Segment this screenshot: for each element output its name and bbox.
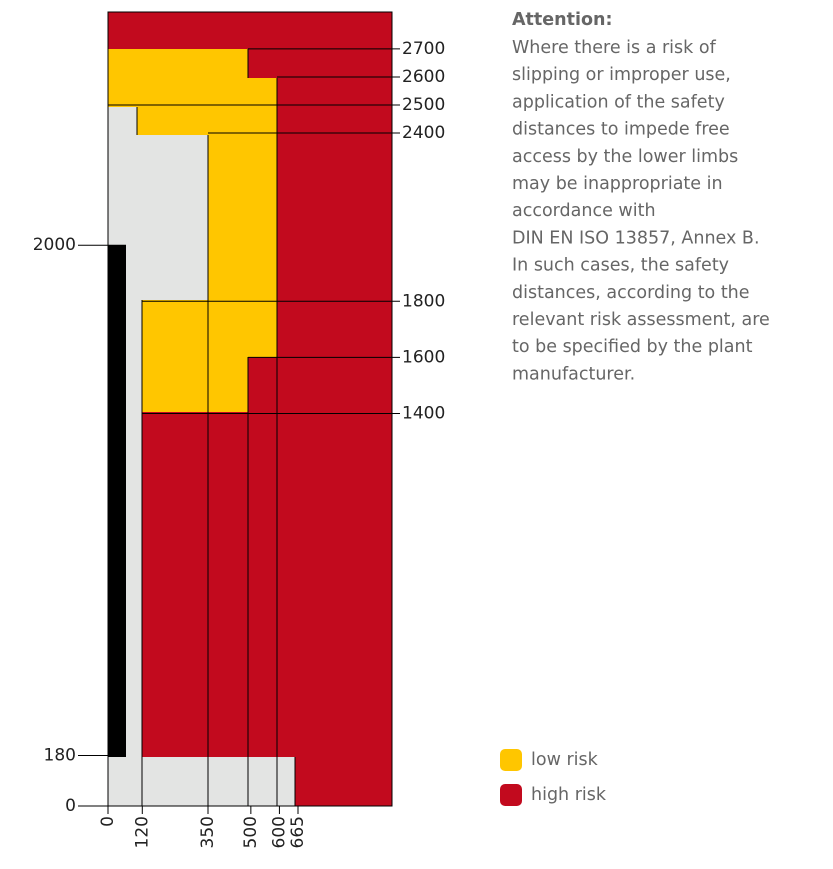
tick-label: 1600 <box>402 347 445 367</box>
tick-label: 1800 <box>402 291 445 311</box>
tick-label: 500 <box>241 816 261 848</box>
attention-line: relevant risk assessment, are <box>512 310 770 330</box>
tick-label: 2000 <box>33 235 76 255</box>
high-risk-zone <box>142 49 392 806</box>
attention-line: distances to impede free <box>512 120 730 140</box>
tick-label: 0 <box>98 816 118 827</box>
tick-label: 2400 <box>402 123 445 143</box>
attention-line: Where there is a risk of <box>512 38 717 58</box>
barrier <box>108 245 126 757</box>
tick-label: 180 <box>44 746 76 766</box>
attention-line: DIN EN ISO 13857, Annex B. <box>512 228 760 248</box>
attention-line: to be specified by the plant <box>512 337 753 357</box>
attention-line: distances, according to the <box>512 283 750 303</box>
attention-line: application of the safety <box>512 92 725 112</box>
attention-title: Attention: <box>512 10 612 30</box>
high-risk-top <box>108 12 392 49</box>
tick-label: 350 <box>198 816 218 848</box>
tick-label: 2500 <box>402 95 445 115</box>
division-lines <box>107 11 393 807</box>
attention-line: In such cases, the safety <box>512 256 729 276</box>
tick-label: 665 <box>288 816 308 848</box>
tick-label: 2700 <box>402 39 445 59</box>
attention-line: manufacturer. <box>512 364 635 384</box>
low-risk-zone <box>108 49 277 412</box>
attention-line: slipping or improper use, <box>512 65 731 85</box>
tick-label: 120 <box>132 816 152 848</box>
attention-line: may be inappropriate in <box>512 174 723 194</box>
legend-swatch <box>500 784 522 806</box>
tick-label: 2600 <box>402 67 445 87</box>
attention-line: accordance with <box>512 201 656 221</box>
attention-line: access by the lower limbs <box>512 147 738 167</box>
tick-label: 0 <box>65 796 76 816</box>
legend-label: low risk <box>531 750 599 770</box>
legend-label: high risk <box>531 785 607 805</box>
legend-swatch <box>500 749 522 771</box>
tick-label: 1400 <box>402 403 445 423</box>
tick-label: 600 <box>269 816 289 848</box>
